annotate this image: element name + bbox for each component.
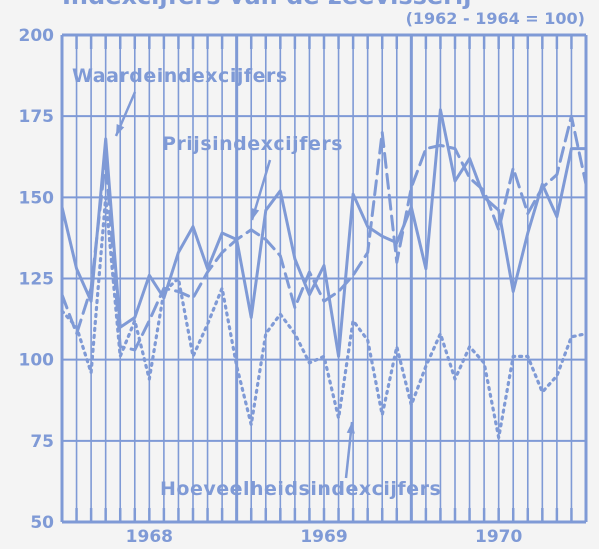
y-axis: 50 75 100 125 150 175 200 (19, 26, 55, 533)
annotation-label: Prijsindexcijfers (162, 133, 343, 155)
y-tick-label: 100 (19, 351, 55, 371)
x-year-label: 1969 (300, 527, 347, 547)
grid-lines (60, 33, 588, 524)
y-tick-label: 175 (19, 107, 55, 127)
arrow-head (346, 422, 355, 434)
annotation-label: Hoeveelheidsindexcijfers (160, 478, 441, 500)
arrow-head (116, 124, 125, 136)
y-tick-label: 150 (19, 188, 55, 208)
y-tick-label: 200 (19, 26, 55, 46)
x-year-label: 1970 (475, 527, 522, 547)
x-year-label: 1968 (126, 527, 173, 547)
annotations: Waardeindexcijfers Prijsindexcijfers Hoeve… (72, 65, 441, 500)
series-line-2 (60, 114, 588, 352)
y-tick-label: 125 (19, 270, 55, 290)
arrow-head (251, 208, 260, 220)
series-line-3 (60, 195, 588, 440)
chart-title: Indexcijfers van de zeevisserij (62, 0, 471, 10)
x-axis: 1968 1969 1970 (126, 527, 523, 547)
series-line-1 (60, 108, 588, 358)
annotation-label: Waardeindexcijfers (72, 65, 288, 87)
y-tick-label: 75 (30, 432, 54, 452)
base-note: (1962 - 1964 = 100) (406, 9, 585, 28)
y-tick-label: 50 (30, 513, 54, 533)
series-lines (60, 108, 588, 440)
